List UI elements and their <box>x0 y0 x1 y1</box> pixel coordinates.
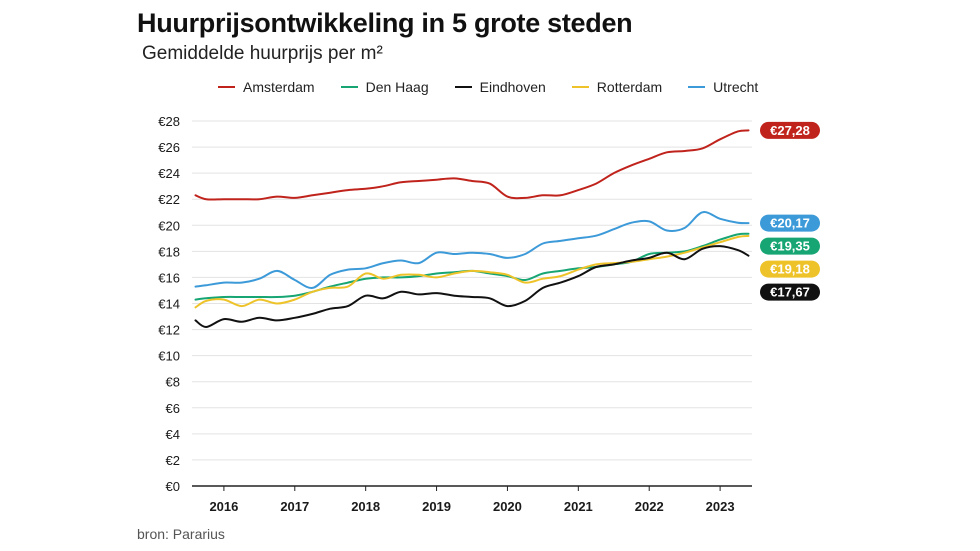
legend-item-den-haag: Den Haag <box>340 79 429 95</box>
end-badge-eindhoven: €17,67 <box>760 283 820 301</box>
y-tick-label: €18 <box>158 244 180 259</box>
x-tick-label: 2017 <box>280 499 309 514</box>
gridlines <box>192 120 752 487</box>
y-tick-label: €24 <box>158 166 180 181</box>
legend-label: Amsterdam <box>243 79 315 95</box>
legend-label: Den Haag <box>365 79 429 95</box>
series-line-utrecht <box>194 211 750 289</box>
y-tick-label: €6 <box>166 401 180 416</box>
x-axis-ticks: 2016 2017 2018 2019 2020 2021 2022 2023 <box>209 486 735 514</box>
end-badge-den-haag: €19,35 <box>760 237 820 255</box>
legend-label: Rotterdam <box>596 79 663 95</box>
legend: Amsterdam Den Haag Eindhoven Rotterdam U… <box>218 79 784 95</box>
end-badge-bg <box>760 260 820 278</box>
legend-swatch <box>688 86 706 88</box>
series-line-rotterdam <box>194 235 750 309</box>
legend-item-eindhoven: Eindhoven <box>454 79 546 95</box>
end-badge-bg <box>760 121 820 139</box>
end-badge-label: €20,17 <box>770 216 810 231</box>
series-line-amsterdam <box>194 129 750 201</box>
chart-title: Huurprijsontwikkeling in 5 grote steden <box>137 8 633 38</box>
y-tick-label: €14 <box>158 297 180 312</box>
y-tick-label: €2 <box>166 453 180 468</box>
end-badge-bg <box>760 237 820 255</box>
source-note: bron: Pararius <box>137 526 225 542</box>
y-tick-label: €26 <box>158 140 180 155</box>
legend-item-rotterdam: Rotterdam <box>571 79 663 95</box>
end-badge-label: €19,18 <box>770 262 810 277</box>
end-badge-label: €27,28 <box>770 123 810 138</box>
y-tick-label: €10 <box>158 349 180 364</box>
legend-item-utrecht: Utrecht <box>688 79 758 95</box>
end-value-badges: €27,28 €20,17 €19,35 €19,18 €17,67 <box>760 121 820 301</box>
end-badge-label: €19,35 <box>770 239 810 254</box>
y-tick-label: €28 <box>158 114 180 129</box>
y-tick-label: €20 <box>158 218 180 233</box>
x-tick-label: 2021 <box>564 499 593 514</box>
y-tick-label: €0 <box>166 479 180 494</box>
legend-swatch <box>340 86 358 88</box>
y-tick-label: €4 <box>166 427 180 442</box>
line-chart: €0 €2 €4 €6 €8 €10 €12 €14 €16 €18 €20 €22 €24 €26 €28… <box>158 114 820 514</box>
end-badge-amsterdam: €27,28 <box>760 121 820 139</box>
legend-swatch <box>571 86 589 88</box>
x-tick-label: 2016 <box>209 499 238 514</box>
series-lines <box>194 129 750 328</box>
legend-label: Eindhoven <box>479 79 546 95</box>
legend-label: Utrecht <box>713 79 759 95</box>
legend-swatch <box>454 86 472 88</box>
end-badge-bg <box>760 283 820 301</box>
y-tick-label: €16 <box>158 270 180 285</box>
x-tick-label: 2019 <box>422 499 451 514</box>
y-tick-label: €22 <box>158 192 180 207</box>
x-tick-label: 2023 <box>706 499 735 514</box>
series-line-eindhoven <box>194 245 750 328</box>
end-badge-label: €17,67 <box>770 285 810 300</box>
x-tick-label: 2018 <box>351 499 380 514</box>
x-tick-label: 2020 <box>493 499 522 514</box>
chart-subtitle: Gemiddelde huurprijs per m² <box>142 43 383 64</box>
y-tick-label: €8 <box>166 375 180 390</box>
end-badge-rotterdam: €19,18 <box>760 260 820 278</box>
legend-swatch <box>218 86 235 88</box>
end-badge-bg <box>760 214 820 232</box>
end-badge-utrecht: €20,17 <box>760 214 820 232</box>
x-tick-label: 2022 <box>635 499 664 514</box>
y-tick-label: €12 <box>158 323 180 338</box>
y-axis-ticks: €0 €2 €4 €6 €8 €10 €12 €14 €16 €18 €20 €22 €24 €26 €28 <box>158 114 180 494</box>
legend-item-amsterdam: Amsterdam <box>218 79 315 95</box>
series-line-den-haag <box>194 232 750 301</box>
